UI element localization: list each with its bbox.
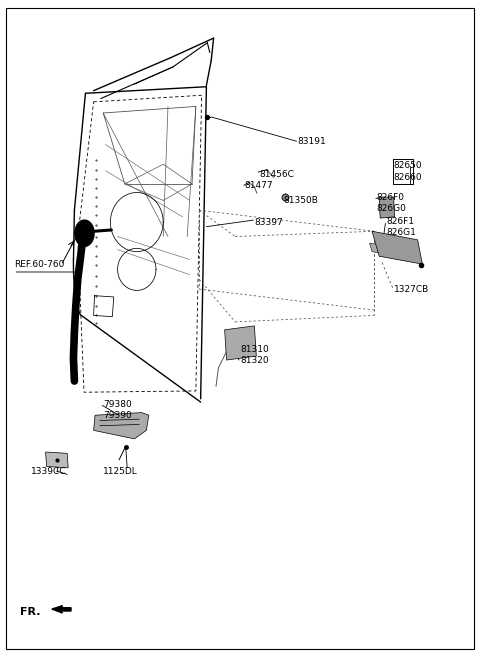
Text: 826F0: 826F0 — [377, 193, 405, 202]
Polygon shape — [372, 231, 422, 264]
Polygon shape — [225, 326, 256, 360]
Polygon shape — [52, 606, 71, 613]
Text: 826G1: 826G1 — [386, 228, 416, 237]
Text: 81477: 81477 — [245, 181, 274, 190]
Text: 1125DL: 1125DL — [103, 466, 138, 476]
Text: 82660: 82660 — [394, 173, 422, 182]
Polygon shape — [94, 413, 149, 439]
Text: 826F1: 826F1 — [386, 217, 414, 226]
Polygon shape — [46, 452, 68, 468]
Text: 79380: 79380 — [103, 399, 132, 409]
Polygon shape — [370, 243, 415, 260]
Text: 1327CB: 1327CB — [394, 284, 429, 294]
Text: 83191: 83191 — [298, 137, 326, 146]
Circle shape — [75, 220, 94, 246]
Text: 81320: 81320 — [240, 355, 269, 365]
Text: 81310: 81310 — [240, 345, 269, 354]
Text: 81350B: 81350B — [283, 196, 318, 205]
Text: 1339CC: 1339CC — [31, 466, 67, 476]
Text: 83397: 83397 — [254, 217, 283, 227]
Text: 82650: 82650 — [394, 161, 422, 170]
Text: REF.60-760: REF.60-760 — [14, 260, 65, 269]
Text: 81456C: 81456C — [259, 170, 294, 179]
Text: 826G0: 826G0 — [377, 204, 407, 213]
Text: 79390: 79390 — [103, 411, 132, 420]
Text: FR.: FR. — [20, 607, 41, 618]
Polygon shape — [379, 197, 395, 218]
